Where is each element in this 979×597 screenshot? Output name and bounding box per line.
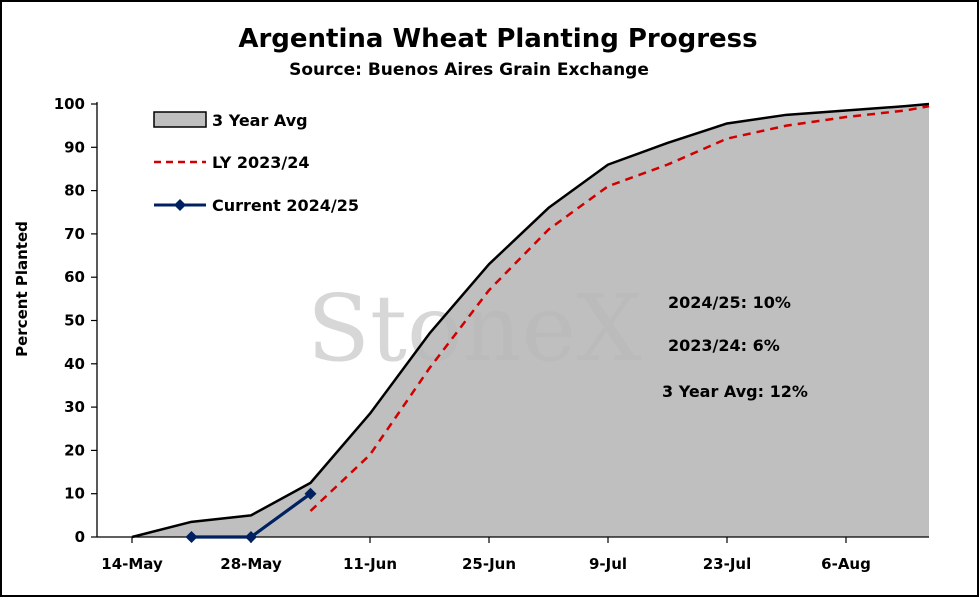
y-axis-label: Percent Planted <box>13 221 31 357</box>
chart-title: Argentina Wheat Planting Progress <box>238 24 757 54</box>
watermark-text: StoneX <box>307 275 642 382</box>
legend-swatch-3yr-avg <box>153 111 207 128</box>
legend-marker-current <box>174 199 186 211</box>
y-tick-label-20: 20 <box>64 441 85 459</box>
y-tick-label-40: 40 <box>64 355 85 373</box>
x-tick-label-25-Jun: 25-Jun <box>462 555 516 573</box>
x-tick-label-11-Jun: 11-Jun <box>343 555 397 573</box>
marker-current-4-Jun <box>304 487 317 500</box>
x-tick-label-28-May: 28-May <box>220 555 282 573</box>
x-tick-label-23-Jul: 23-Jul <box>703 555 752 573</box>
x-tick-label-6-Aug: 6-Aug <box>821 555 871 573</box>
annotation-ly: 2023/24: 6% <box>668 336 780 355</box>
line-ly-2023-24 <box>309 104 930 512</box>
area-3yr-avg <box>132 104 929 537</box>
y-tick-label-50: 50 <box>64 312 85 330</box>
y-tick-label-100: 100 <box>54 95 85 113</box>
x-tick-label-14-May: 14-May <box>101 555 163 573</box>
y-tick-label-90: 90 <box>64 138 85 156</box>
plot-area: StoneX 0 10 20 30 40 50 60 70 80 90 100 14-May 28-May… <box>54 95 930 573</box>
y-tick-label-80: 80 <box>64 182 85 200</box>
marker-current-28-May <box>245 531 257 543</box>
y-tick-label-70: 70 <box>64 225 85 243</box>
legend: 3 Year Avg LY 2023/24 Current 2024/25 <box>153 111 359 215</box>
y-tick-label-10: 10 <box>64 485 85 503</box>
y-tick-label-0: 0 <box>75 528 85 546</box>
y-tick-label-30: 30 <box>64 398 85 416</box>
legend-label-current: Current 2024/25 <box>212 196 359 215</box>
legend-label-ly: LY 2023/24 <box>212 153 310 172</box>
annotation-3yr-avg: 3 Year Avg: 12% <box>662 382 808 401</box>
line-3yr-avg <box>131 102 930 539</box>
x-tick-label-9-Jul: 9-Jul <box>589 555 627 573</box>
chart-subtitle: Source: Buenos Aires Grain Exchange <box>289 60 649 80</box>
legend-label-3yr-avg: 3 Year Avg <box>212 111 308 130</box>
annotation-current: 2024/25: 10% <box>668 293 791 312</box>
marker-current-21-May <box>185 531 198 543</box>
y-tick-label-60: 60 <box>64 268 85 286</box>
